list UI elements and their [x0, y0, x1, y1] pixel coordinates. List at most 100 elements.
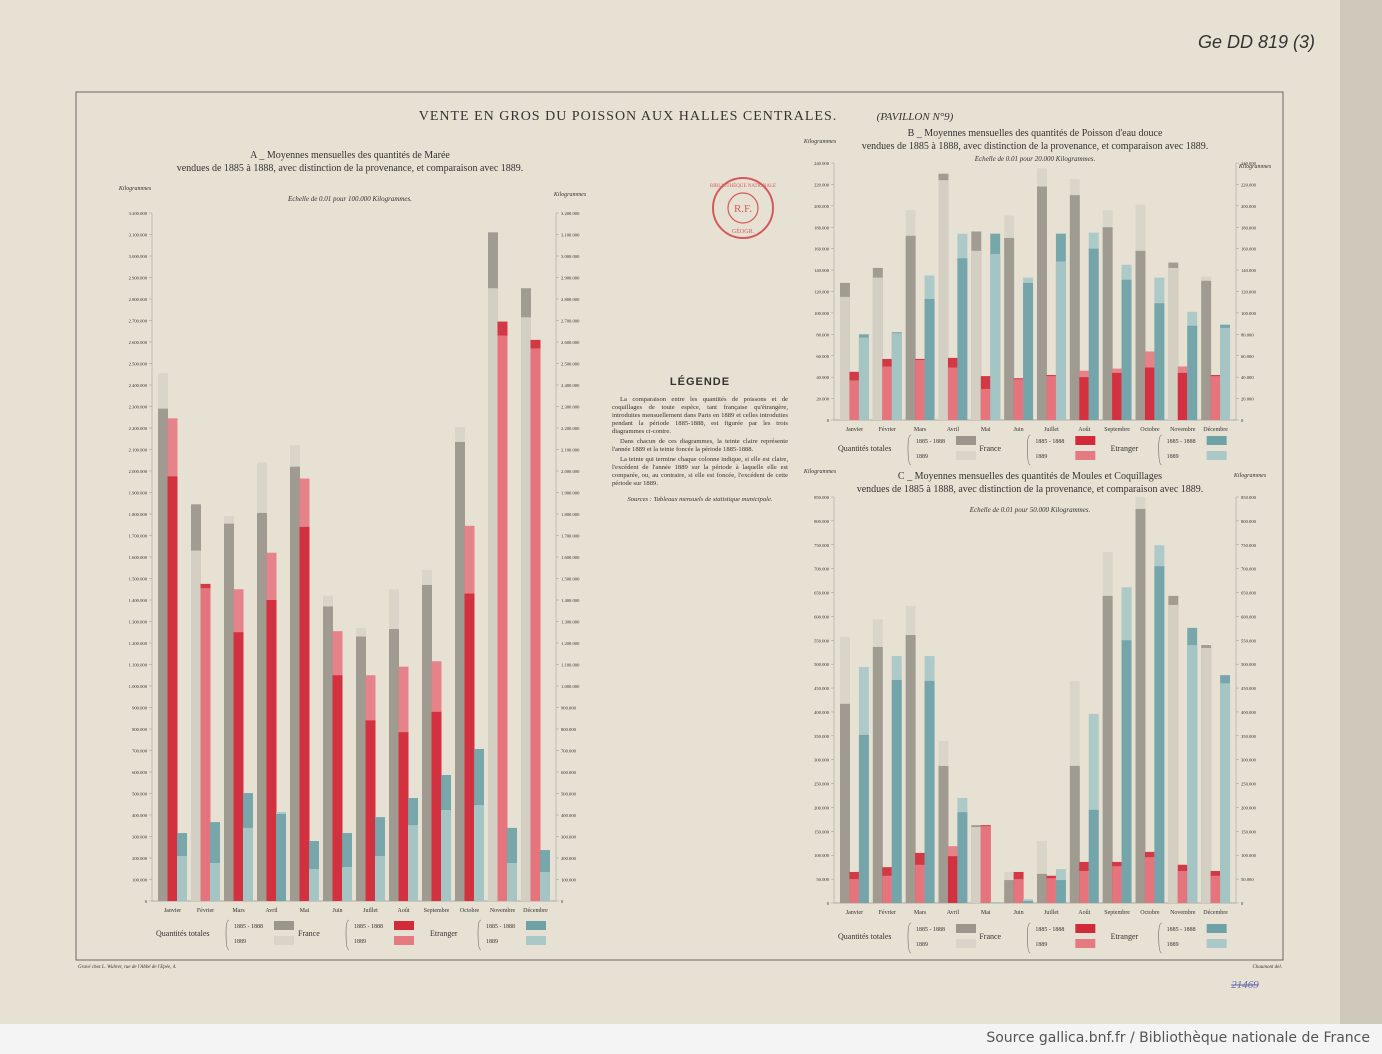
y-tick-label: 0 — [827, 901, 830, 906]
y-tick-label: 400.000 — [814, 710, 830, 715]
legend-label: 1889 — [486, 939, 498, 945]
y-tick-label: 100.000 — [1241, 311, 1257, 316]
bar — [1210, 376, 1221, 420]
bar — [980, 826, 991, 903]
bar — [1046, 878, 1057, 903]
y-tick-label: 550.000 — [814, 638, 830, 643]
y-tick-label: 150.000 — [1241, 829, 1257, 834]
y-tick-label: 60.000 — [1241, 354, 1254, 359]
x-tick-label: Mai — [981, 910, 991, 916]
y-tick-label: 20.000 — [816, 397, 829, 402]
y-tick-label: 60.000 — [816, 354, 829, 359]
y-tick-label: 120.000 — [814, 290, 830, 295]
bar — [540, 871, 550, 901]
legend-group: Quantités totales — [156, 929, 210, 938]
y-tick-label: 0 — [1241, 418, 1244, 423]
x-tick-label: Février — [197, 908, 214, 914]
y-tick-label: 1.200.000 — [129, 641, 148, 646]
legend-label: 1885 - 1888 — [486, 924, 515, 930]
legend-swatch — [274, 936, 294, 945]
y-tick-label: 3.000.000 — [129, 254, 148, 259]
y-axis-label: Kilogrammes — [803, 469, 837, 475]
y-tick-label: 2.600.000 — [561, 340, 580, 345]
y-tick-label: 400.000 — [1241, 710, 1257, 715]
bar — [210, 862, 220, 901]
bar — [356, 636, 366, 901]
y-tick-label: 220.000 — [814, 182, 830, 187]
bar — [422, 584, 432, 901]
legend-label: 1889 — [354, 939, 366, 945]
x-tick-label: Mai — [981, 427, 991, 433]
bar — [1112, 866, 1123, 903]
y-tick-label: 100.000 — [561, 878, 577, 883]
bar — [872, 646, 883, 903]
x-tick-label: Août — [1078, 427, 1090, 433]
x-tick-label: Janvier — [846, 427, 863, 433]
y-axis-label: Kilogrammes — [803, 139, 837, 145]
bar — [200, 588, 211, 901]
y-tick-label: 600.000 — [561, 770, 577, 775]
bar — [915, 864, 926, 903]
chart-subtitle: vendues de 1885 à 1888, avec distinction… — [862, 141, 1209, 152]
y-tick-label: 1.300.000 — [561, 620, 580, 625]
legend-label: 1885 - 1888 — [234, 924, 263, 930]
legend-label: 1889 — [234, 939, 246, 945]
x-tick-label: Novembre — [1170, 910, 1196, 916]
y-tick-label: 200.000 — [561, 856, 577, 861]
bar — [530, 348, 541, 901]
legend-swatch — [1206, 451, 1227, 460]
y-tick-label: 600.000 — [132, 770, 148, 775]
y-tick-label: 200.000 — [814, 204, 830, 209]
bar — [891, 679, 902, 903]
bar — [980, 388, 991, 420]
bar — [365, 720, 376, 901]
y-tick-label: 200.000 — [1241, 805, 1257, 810]
legend-brace — [1027, 434, 1031, 466]
page-title: VENTE EN GROS DU POISSON AUX HALLES CENT… — [419, 109, 838, 124]
bar — [309, 868, 319, 901]
bar — [1004, 880, 1015, 903]
x-tick-label: Février — [879, 427, 896, 433]
y-tick-label: 3.200.000 — [561, 211, 580, 216]
x-tick-label: Juin — [332, 908, 342, 914]
bar — [1220, 327, 1231, 420]
bar — [299, 526, 310, 901]
y-tick-label: 1.600.000 — [129, 555, 148, 560]
legend-swatch — [956, 924, 976, 933]
legend-label: 1885 - 1888 — [1167, 927, 1196, 933]
legend-label: 1885 - 1888 — [916, 927, 945, 933]
bar — [1088, 713, 1099, 903]
y-tick-label: 150.000 — [814, 829, 830, 834]
y-tick-label: 250.000 — [814, 782, 830, 787]
y-tick-label: 180.000 — [814, 225, 830, 230]
y-tick-label: 450.000 — [814, 686, 830, 691]
bar — [474, 805, 484, 901]
bar — [957, 258, 968, 420]
legend-swatch — [1075, 436, 1096, 445]
y-tick-label: 40.000 — [816, 375, 829, 380]
y-tick-label: 200.000 — [814, 805, 830, 810]
bar — [924, 298, 935, 420]
bar — [398, 732, 409, 901]
x-tick-label: Novembre — [1170, 427, 1196, 433]
y-tick-label: 2.900.000 — [561, 276, 580, 281]
y-tick-label: 2.700.000 — [129, 319, 148, 324]
bar — [971, 827, 982, 903]
y-axis-label: Kilogrammes — [553, 192, 587, 198]
bar — [1037, 186, 1047, 420]
bar — [1037, 840, 1047, 903]
legend-label: 1885 - 1888 — [1167, 439, 1196, 445]
bar — [233, 632, 244, 901]
y-tick-label: 2.500.000 — [561, 362, 580, 367]
y-tick-label: 2.800.000 — [561, 297, 580, 302]
legend-group: Etranger — [1111, 444, 1139, 453]
y-tick-label: 400.000 — [132, 813, 148, 818]
y-tick-label: 3.100.000 — [129, 233, 148, 238]
x-tick-label: Mars — [914, 427, 927, 433]
y-tick-label: 400.000 — [561, 813, 577, 818]
y-tick-label: 140.000 — [814, 268, 830, 273]
y-tick-label: 1.200.000 — [561, 641, 580, 646]
y-tick-label: 1.400.000 — [561, 598, 580, 603]
legend-swatch — [274, 921, 294, 930]
